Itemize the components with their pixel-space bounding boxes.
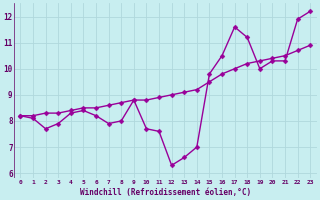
X-axis label: Windchill (Refroidissement éolien,°C): Windchill (Refroidissement éolien,°C) <box>80 188 251 197</box>
